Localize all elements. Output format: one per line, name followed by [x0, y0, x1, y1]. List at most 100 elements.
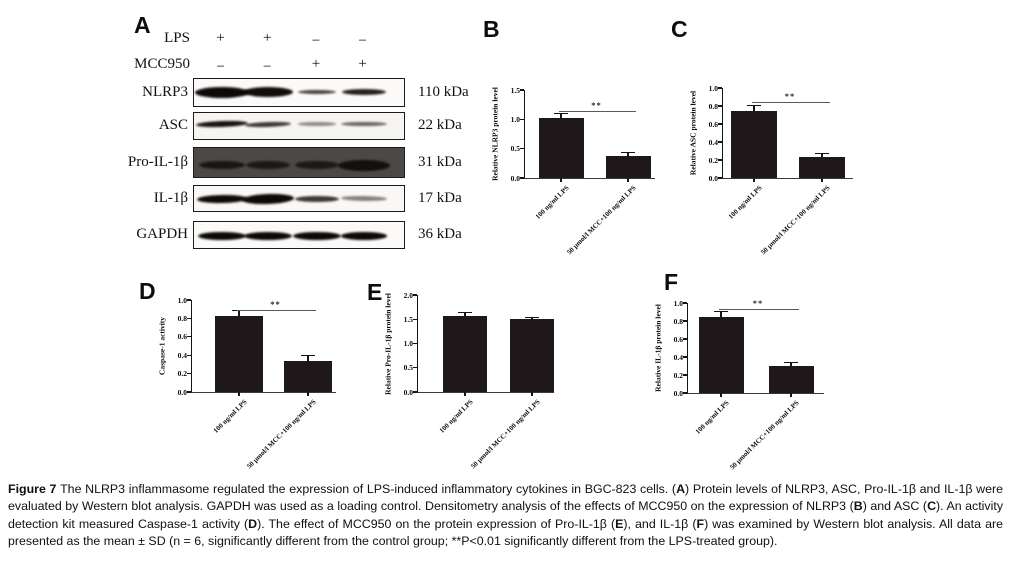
data-bar — [605, 155, 651, 178]
protein-band — [194, 86, 249, 98]
data-bar — [731, 110, 777, 178]
y-tick-label: 0.8 — [177, 313, 187, 323]
x-category-label: 100 ng/ml LPS — [437, 398, 475, 435]
protein-band — [195, 120, 248, 129]
significance-asterisks: ** — [591, 100, 602, 111]
y-tick-label: 0.6 — [177, 332, 187, 342]
error-bar-cap — [747, 104, 761, 106]
x-tick-mark — [560, 178, 562, 182]
caption-segment: A — [676, 482, 686, 496]
error-bar-cap — [525, 316, 539, 318]
y-tick-label: 0.8 — [673, 316, 683, 326]
y-tick-mark — [718, 177, 723, 179]
y-tick-mark — [683, 356, 688, 358]
y-tick-mark — [187, 317, 192, 319]
y-tick-label: 1.0 — [177, 295, 187, 305]
y-tick-mark — [520, 89, 525, 91]
y-tick-mark — [718, 105, 723, 107]
chart-il1b-protein-level: Relative IL-1β protein level 0.0 0.2 0.4 0.6… — [654, 298, 847, 488]
x-category-label: 50 μmol/l MCC+100 ng/ml LPS — [245, 398, 318, 471]
error-bar — [753, 106, 755, 111]
error-bar-cap — [554, 112, 568, 115]
molecular-weight-label: 22 kDa — [418, 117, 462, 133]
condition-symbol: + — [311, 56, 321, 72]
blot-protein-label: GAPDH — [136, 226, 188, 242]
plot-area: Relative ASC protein level 0.0 0.2 0.4 0.6 0.… — [689, 84, 853, 256]
caption-segment: ) was examined by Western blot analysis.… — [8, 516, 1003, 549]
caption-segment: E — [615, 516, 624, 531]
y-tick-label: 1.0 — [510, 114, 520, 124]
blot-protein-label: IL-1β — [153, 189, 188, 206]
chart-pro-il1b-protein-level: Relative Pro-IL-1β protein level 0.0 0.5 1.… — [384, 291, 577, 480]
protein-band — [196, 194, 247, 204]
y-tick-label: 0.0 — [708, 173, 718, 183]
panel-e-letter: E — [367, 279, 383, 305]
caption-segment: ). The effect of MCC950 on the protein e… — [257, 516, 616, 531]
protein-band — [197, 232, 246, 240]
x-tick-mark — [238, 392, 240, 396]
significance-asterisks: ** — [752, 298, 764, 309]
y-tick-mark — [413, 342, 418, 345]
protein-band — [244, 232, 293, 240]
y-tick-label: 0.0 — [403, 387, 413, 397]
significance-line — [752, 102, 830, 104]
data-bar — [284, 360, 332, 392]
y-tick-mark — [187, 391, 192, 393]
data-bar — [799, 157, 845, 178]
x-category-label: 100 ng/ml LPS — [693, 399, 731, 436]
significance-line — [719, 309, 799, 311]
y-axis-title: Caspase-1 activity — [157, 316, 167, 376]
error-bar — [238, 311, 240, 316]
protein-band — [340, 196, 387, 202]
error-bar-cap — [784, 362, 798, 364]
error-bar — [464, 313, 466, 316]
panel-a-letter: A — [134, 12, 151, 38]
y-tick-label: 0.6 — [708, 119, 718, 129]
protein-band — [294, 195, 339, 203]
molecular-weight-label: 110 kDa — [418, 83, 469, 100]
error-bar — [720, 312, 722, 317]
x-category-label: 50 μmol/l MCC+100 ng/ml LPS — [565, 184, 638, 257]
plot-area: Relative Pro-IL-1β protein level 0.0 0.5 1.… — [384, 291, 554, 470]
y-tick-label: 0.4 — [177, 350, 187, 360]
error-bar — [531, 317, 533, 320]
x-category-label: 50 μmol/l MCC+100 ng/ml LPS — [728, 399, 801, 472]
y-tick-mark — [413, 318, 418, 320]
y-tick-label: 0.8 — [708, 101, 718, 111]
data-bar — [538, 118, 584, 178]
y-tick-label: 1.0 — [708, 83, 718, 93]
condition-symbol: + — [358, 56, 367, 72]
y-tick-label: 1.0 — [673, 298, 683, 308]
panel-c-letter: C — [671, 16, 688, 42]
protein-band — [198, 161, 245, 170]
blot-protein-label: ASC — [158, 117, 188, 133]
y-tick-label: 0.0 — [510, 173, 520, 183]
blot-lane-image-3 — [193, 147, 405, 178]
x-tick-mark — [753, 178, 755, 182]
x-tick-mark — [307, 392, 309, 396]
significance-line — [559, 111, 636, 113]
panel-d-letter: D — [139, 278, 156, 304]
y-tick-mark — [413, 294, 418, 296]
panel-f-letter: F — [664, 269, 679, 295]
x-category-label: 100 ng/ml LPS — [211, 398, 249, 435]
y-tick-mark — [187, 373, 192, 375]
plot-area: Caspase-1 activity 0.0 0.2 0.4 0.6 0.8 1.0 100 … — [158, 296, 336, 470]
caption-segment: B — [853, 499, 863, 514]
error-bar-cap — [301, 354, 315, 357]
y-tick-label: 1.0 — [403, 339, 413, 348]
data-bar — [768, 366, 814, 393]
caption-segment: ) and ASC ( — [862, 499, 928, 514]
condition-label-mcc950: MCC950 — [134, 56, 190, 72]
x-category-label: 50 μmol/l MCC+100 ng/ml LPS — [469, 398, 542, 471]
condition-label-lps: LPS — [164, 30, 190, 46]
caption-segment: F — [696, 516, 705, 531]
blot-lane-image-4 — [193, 185, 405, 212]
y-tick-label: 0.6 — [673, 334, 683, 344]
caption-segment: The NLRP3 inflammasome regulated the exp… — [60, 482, 677, 496]
protein-band — [245, 120, 292, 128]
condition-symbol: + — [262, 30, 272, 46]
molecular-weight-label: 31 kDa — [418, 153, 462, 170]
data-bar — [443, 315, 487, 392]
y-tick-mark — [718, 87, 723, 89]
